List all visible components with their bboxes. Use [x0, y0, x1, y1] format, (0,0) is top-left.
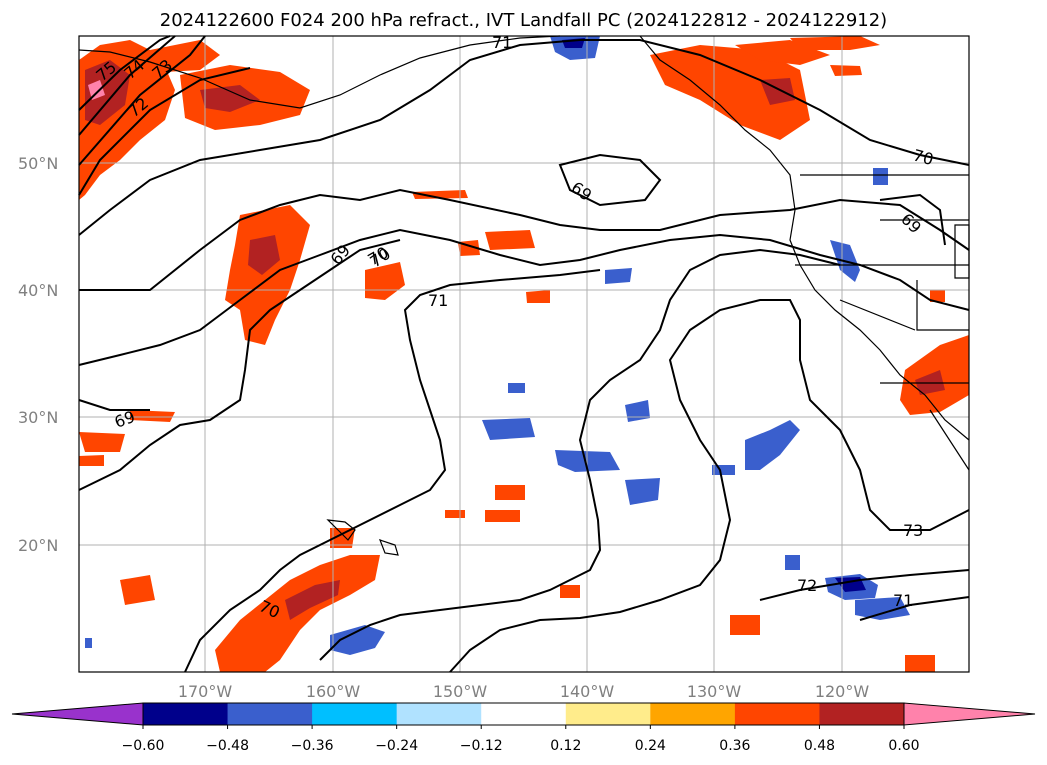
colorbar-extend-max	[903, 702, 1036, 726]
lon-label-120w: 120°W	[815, 682, 870, 701]
colorbar-tick-label: −0.24	[375, 738, 418, 754]
colorbar: −0.60 −0.48 −0.36 −0.24 −0.12 0.12 0.24 0.36 0.4…	[11, 702, 1036, 754]
colorbar-tick-label: −0.48	[206, 738, 249, 754]
colorbar-segment	[481, 703, 567, 725]
colorbar-segment	[143, 703, 229, 725]
colorbar-tick-label: 0.48	[804, 738, 835, 754]
contour-label: 71	[893, 591, 913, 610]
gridlines	[79, 36, 969, 672]
lat-label-30n: 30°N	[18, 408, 58, 427]
colorbar-tick-label: −0.36	[291, 738, 334, 754]
lon-label-150w: 150°W	[433, 682, 488, 701]
colorbar-tick-label: −0.60	[122, 738, 165, 754]
colorbar-segment	[650, 703, 736, 725]
lon-label-140w: 140°W	[560, 682, 615, 701]
coastlines	[78, 35, 970, 556]
colorbar-tick-label: −0.12	[460, 738, 503, 754]
colorbar-segment	[312, 703, 398, 725]
colorbar-frame	[142, 702, 905, 726]
colorbar-tick-label: 0.36	[719, 738, 750, 754]
map-title: 2024122600 F024 200 hPa refract., IVT La…	[159, 10, 888, 31]
colorbar-tick-label: 0.24	[635, 738, 666, 754]
positive-anomaly-fill	[79, 36, 969, 672]
lon-label-170w: 170°W	[178, 682, 233, 701]
lon-label-160w: 160°W	[306, 682, 361, 701]
refractivity-contours	[78, 35, 970, 673]
colorbar-segment	[819, 703, 905, 725]
colorbar-extend-min	[11, 702, 144, 726]
contour-label: 72	[797, 576, 817, 595]
colorbar-tick-label: 0.12	[550, 738, 581, 754]
latitude-labels: 50°N 40°N 30°N 20°N	[18, 154, 58, 555]
colorbar-tick-label: 0.60	[888, 738, 919, 754]
lat-label-20n: 20°N	[18, 536, 58, 555]
colorbar-segment	[565, 703, 651, 725]
colorbar-segment	[734, 703, 820, 725]
contour-label: 73	[903, 521, 923, 540]
map-panel: 75 74 73 72 71 70 69 69 70 71 69 70 69 7…	[78, 33, 970, 673]
longitude-labels: 170°W 160°W 150°W 140°W 130°W 120°W	[178, 682, 870, 701]
contour-label: 70	[911, 146, 936, 170]
lat-label-50n: 50°N	[18, 154, 58, 173]
lon-label-130w: 130°W	[687, 682, 742, 701]
contour-label: 71	[428, 291, 448, 310]
colorbar-segment	[396, 703, 482, 725]
contour-label: 71	[492, 33, 512, 52]
lat-label-40n: 40°N	[18, 281, 58, 300]
colorbar-segment	[227, 703, 313, 725]
